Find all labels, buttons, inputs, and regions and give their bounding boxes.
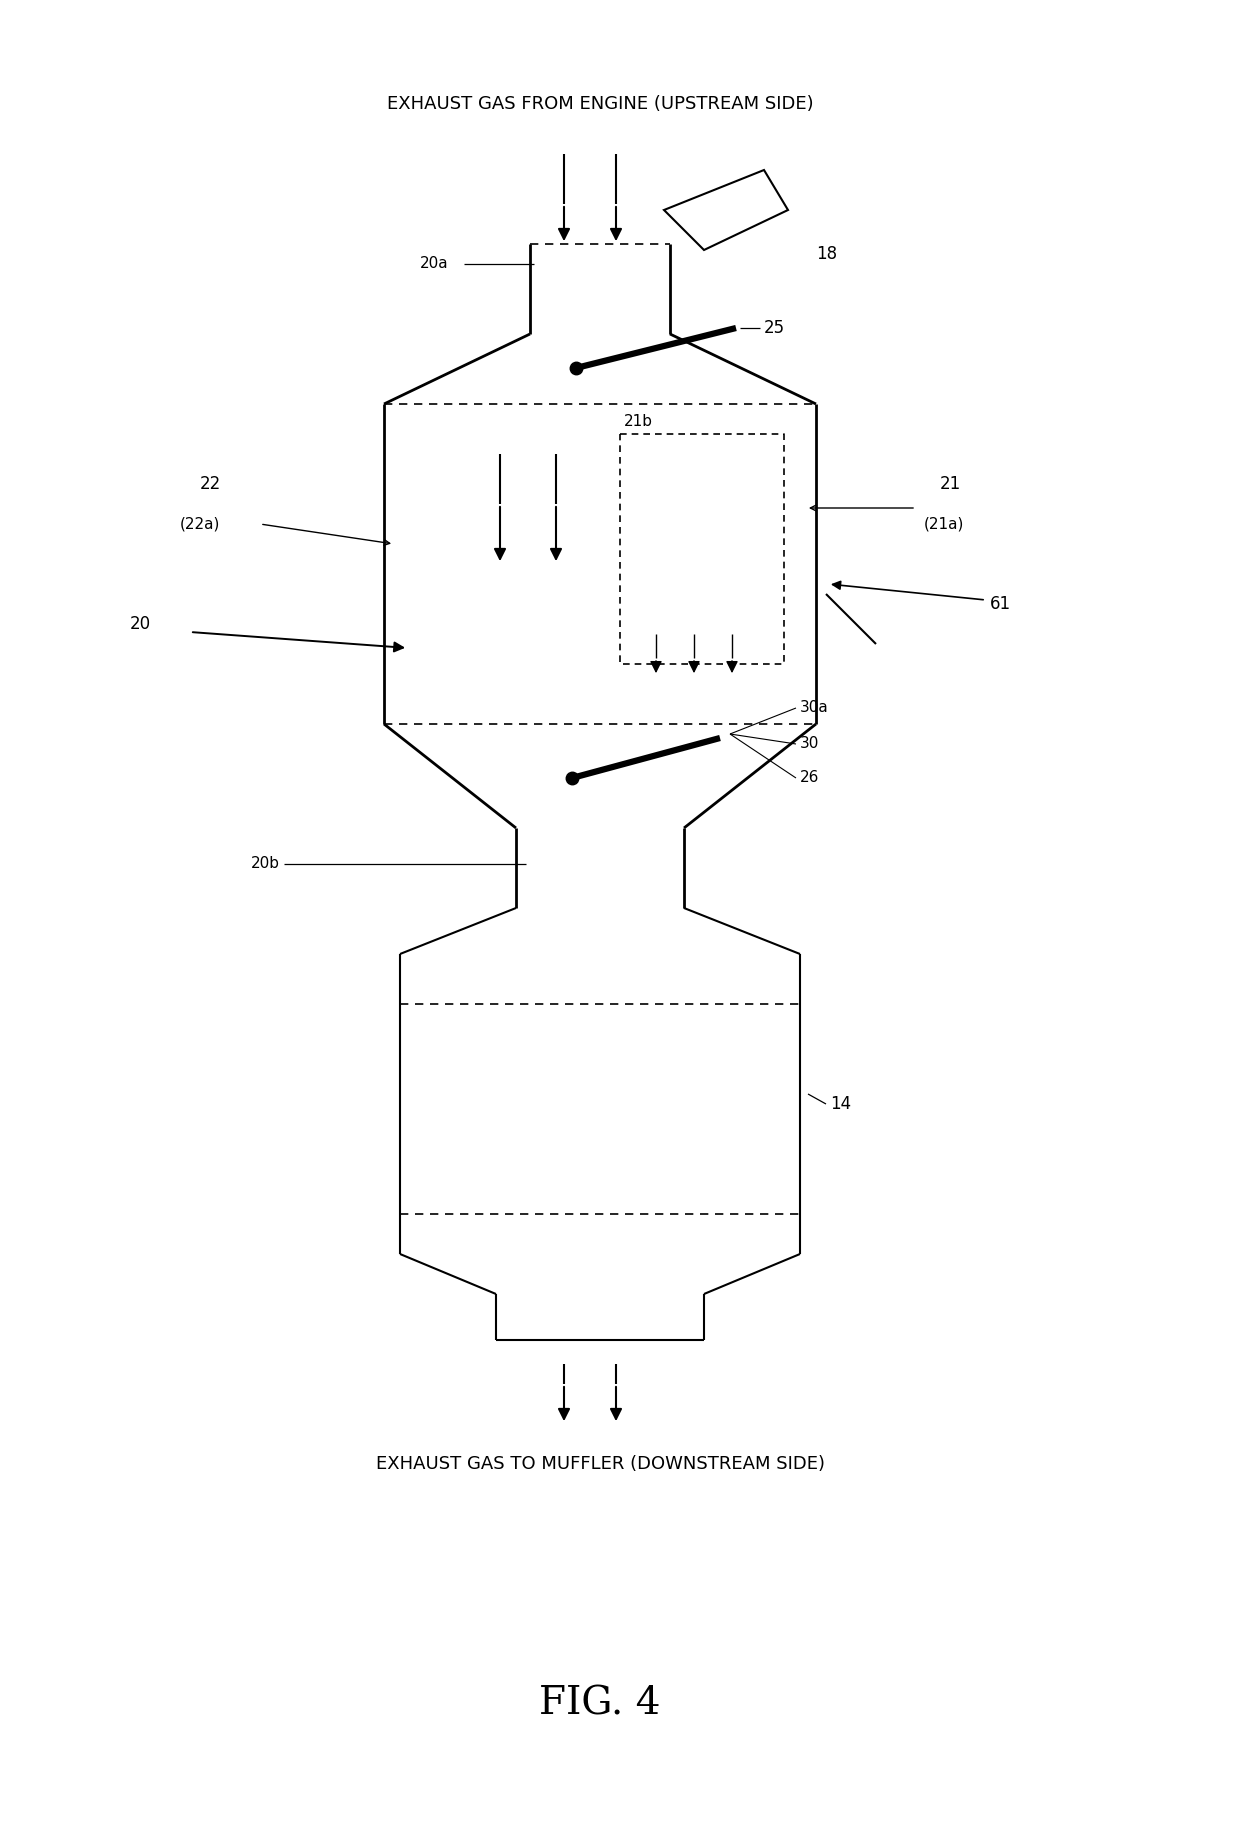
Text: 30: 30 bbox=[800, 736, 820, 752]
Text: EXHAUST GAS TO MUFFLER (DOWNSTREAM SIDE): EXHAUST GAS TO MUFFLER (DOWNSTREAM SIDE) bbox=[376, 1455, 825, 1473]
Text: 20: 20 bbox=[129, 616, 150, 632]
Text: 61: 61 bbox=[990, 596, 1011, 612]
Text: FIG. 4: FIG. 4 bbox=[539, 1685, 661, 1722]
Text: 30a: 30a bbox=[800, 701, 828, 715]
Text: (21a): (21a) bbox=[924, 516, 965, 531]
Text: 21: 21 bbox=[940, 476, 961, 492]
Text: (22a): (22a) bbox=[180, 516, 221, 531]
Text: 18: 18 bbox=[816, 245, 837, 264]
Text: 26: 26 bbox=[800, 771, 820, 786]
Text: 25: 25 bbox=[764, 319, 785, 337]
Text: 20b: 20b bbox=[250, 856, 280, 872]
Text: 20a: 20a bbox=[420, 256, 449, 271]
Text: 14: 14 bbox=[830, 1095, 851, 1114]
Polygon shape bbox=[663, 170, 787, 251]
Text: 21b: 21b bbox=[624, 415, 653, 430]
Text: EXHAUST GAS FROM ENGINE (UPSTREAM SIDE): EXHAUST GAS FROM ENGINE (UPSTREAM SIDE) bbox=[387, 96, 813, 112]
Text: 22: 22 bbox=[200, 476, 221, 492]
